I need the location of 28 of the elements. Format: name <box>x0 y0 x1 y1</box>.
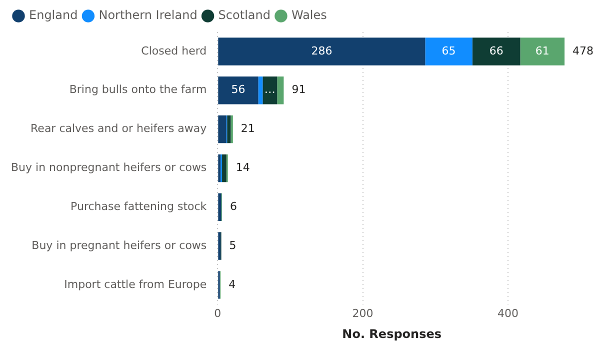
total-label: 91 <box>292 83 306 96</box>
y-tick-label: Buy in pregnant heifers or cows <box>32 238 207 252</box>
y-tick-label: Rear calves and or heifers away <box>30 122 208 136</box>
y-tick-label: Import cattle from Europe <box>64 278 207 291</box>
y-tick-label: Purchase fattening stock <box>70 200 208 213</box>
legend-label: England <box>29 8 78 22</box>
total-label: 21 <box>240 122 255 136</box>
total-label: 4 <box>228 278 236 291</box>
data-label: 66 <box>489 44 504 58</box>
x-tick-label: 200 <box>352 306 374 320</box>
legend-label: Scotland <box>218 8 270 22</box>
total-label: 5 <box>229 238 236 252</box>
data-label: 65 <box>442 44 456 58</box>
legend-label: Wales <box>291 8 327 22</box>
legend-label: Northern Ireland <box>98 8 198 22</box>
y-tick-label: Buy in nonpregnant heifers or cows <box>10 161 207 174</box>
total-label: 478 <box>572 44 594 58</box>
x-tick-label: 400 <box>497 306 518 320</box>
data-label: … <box>264 83 276 96</box>
x-tick-label: 0 <box>214 306 222 320</box>
data-label: 61 <box>535 44 550 58</box>
total-label: 14 <box>236 161 250 174</box>
total-label: 6 <box>230 200 238 213</box>
y-tick-label: Closed herd <box>141 44 207 58</box>
data-label: 286 <box>311 44 332 58</box>
data-label: 56 <box>231 83 246 96</box>
y-tick-label: Bring bulls onto the farm <box>69 83 207 96</box>
x-axis-title: No. Responses <box>342 326 442 341</box>
